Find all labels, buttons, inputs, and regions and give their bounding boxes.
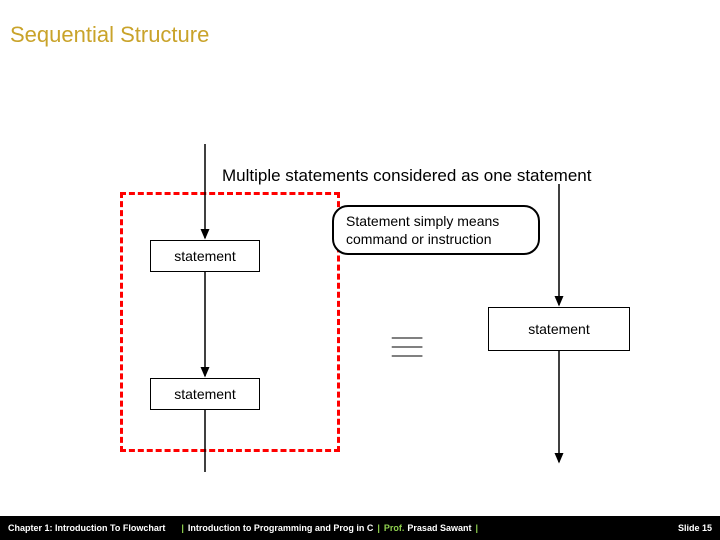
statement-box-1: statement <box>150 240 260 272</box>
footer-sep-1: | <box>181 523 184 533</box>
slide-subtitle: Multiple statements considered as one st… <box>222 166 591 186</box>
footer-slide-number: Slide 15 <box>678 523 712 533</box>
statement-box-2: statement <box>150 378 260 410</box>
callout-line1: Statement simply means <box>346 213 526 231</box>
footer-chapter: Chapter 1: Introduction To Flowchart <box>8 523 165 533</box>
slide-title: Sequential Structure <box>10 22 209 48</box>
dashed-container <box>120 192 340 452</box>
flow-arrows <box>0 0 720 540</box>
footer-prof-name: Prasad Sawant <box>407 523 471 533</box>
slide-footer: Chapter 1: Introduction To Flowchart | I… <box>0 516 720 540</box>
footer-sep-3: | <box>475 523 478 533</box>
footer-course: Introduction to Programming and Prog in … <box>188 523 374 533</box>
equivalence-symbol: ______ <box>392 322 421 349</box>
callout-line2: command or instruction <box>346 231 526 249</box>
definition-callout: Statement simply means command or instru… <box>332 205 540 255</box>
footer-sep-2: | <box>377 523 380 533</box>
footer-prof-label: Prof. <box>384 523 405 533</box>
slide: Sequential Structure Multiple statements… <box>0 0 720 540</box>
statement-box-right: statement <box>488 307 630 351</box>
